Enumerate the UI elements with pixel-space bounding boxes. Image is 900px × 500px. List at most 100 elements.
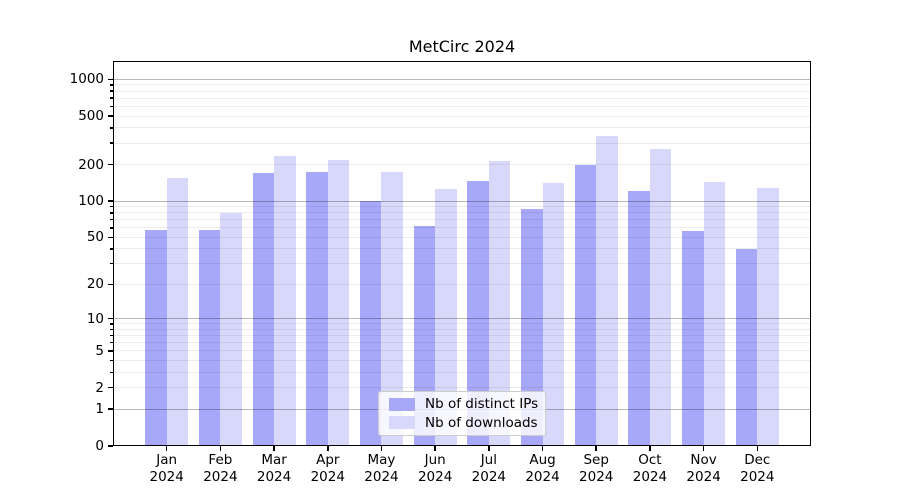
- bar-downloads-3: [274, 156, 296, 446]
- legend-item-downloads: Nb of downloads: [389, 414, 538, 431]
- legend-label-downloads: Nb of downloads: [425, 414, 538, 431]
- x-tick-3: [273, 446, 275, 451]
- gridline-minor-4: [114, 360, 810, 362]
- bar-distinct-ips-5: [359, 201, 382, 446]
- x-tick-label-3: Mar 2024: [256, 452, 292, 485]
- bar-downloads-12: [757, 188, 779, 446]
- y-minor-tick-4: [110, 359, 113, 362]
- bar-distinct-ips-11: [682, 231, 704, 446]
- x-tick-label-10: Oct 2024: [632, 452, 668, 485]
- y-minor-tick-700: [110, 97, 113, 99]
- y-tick-50: [108, 236, 113, 239]
- bar-downloads-6: [435, 189, 457, 446]
- gridline-minor-700: [114, 97, 810, 99]
- x-tick-label-9: Sep 2024: [579, 452, 614, 485]
- bar-distinct-ips-4: [306, 171, 328, 446]
- gridline-minor-20: [114, 283, 810, 285]
- chart-title: MetCirc 2024: [408, 37, 516, 56]
- y-tick-0: [108, 445, 113, 447]
- bar-distinct-ips-2: [198, 229, 221, 446]
- y-minor-tick-6: [110, 341, 113, 344]
- legend: Nb of distinct IPs Nb of downloads: [378, 391, 546, 436]
- y-minor-tick-40: [110, 248, 113, 250]
- y-tick-20: [108, 283, 113, 286]
- bar-downloads-1: [166, 178, 189, 446]
- gridline-minor-70: [114, 219, 810, 221]
- gridline-minor-200: [114, 164, 810, 165]
- y-tick-label-200: 200: [78, 156, 104, 173]
- x-tick-4: [327, 446, 329, 451]
- gridline-minor-8: [114, 328, 810, 330]
- bar-distinct-ips-8: [521, 208, 543, 446]
- y-tick-5: [108, 350, 113, 352]
- bar-distinct-ips-3: [252, 173, 275, 446]
- y-minor-tick-3: [110, 371, 113, 374]
- x-tick-label-12: Dec 2024: [740, 452, 775, 485]
- y-tick-100: [108, 200, 113, 202]
- x-tick-label-6: Jun 2024: [417, 452, 453, 485]
- y-minor-tick-90: [110, 205, 113, 208]
- bar-downloads-8: [542, 182, 564, 446]
- y-tick-2: [108, 386, 113, 389]
- gridline-minor-60: [114, 227, 810, 229]
- y-minor-tick-7: [110, 334, 113, 337]
- y-minor-tick-8: [110, 328, 113, 331]
- gridline-major-100: [114, 200, 810, 202]
- y-minor-tick-30: [110, 262, 113, 265]
- bar-distinct-ips-7: [467, 180, 489, 446]
- y-tick-10: [108, 317, 113, 320]
- y-minor-tick-800: [110, 90, 113, 92]
- gridline-minor-600: [114, 105, 810, 107]
- y-tick-label-5: 5: [95, 342, 104, 359]
- x-tick-1: [165, 446, 168, 451]
- bar-distinct-ips-1: [145, 229, 167, 446]
- y-minor-tick-9: [110, 323, 113, 325]
- gridline-minor-900: [114, 84, 810, 86]
- bar-distinct-ips-10: [628, 190, 650, 446]
- gridline-minor-30: [114, 263, 810, 265]
- gridline-minor-9: [114, 323, 810, 325]
- y-tick-label-2: 2: [95, 379, 104, 396]
- y-tick-label-20: 20: [86, 276, 104, 293]
- bar-distinct-ips-12: [735, 248, 758, 446]
- legend-swatch-downloads: [389, 416, 415, 430]
- x-tick-label-4: Apr 2024: [310, 452, 345, 485]
- bar-downloads-7: [488, 161, 511, 446]
- gridline-minor-2: [114, 387, 810, 389]
- y-minor-tick-300: [110, 142, 113, 144]
- x-tick-label-11: Nov 2024: [686, 452, 721, 485]
- y-minor-tick-60: [110, 227, 113, 229]
- y-tick-500: [108, 115, 113, 117]
- y-tick-1: [108, 408, 113, 410]
- gridline-minor-300: [114, 142, 810, 144]
- x-tick-label-8: Aug 2024: [525, 452, 560, 485]
- x-tick-label-1: Jan 2024: [149, 452, 184, 485]
- legend-item-distinct-ips: Nb of distinct IPs: [389, 396, 539, 413]
- x-tick-9: [595, 446, 597, 451]
- x-tick-label-2: Feb 2024: [203, 452, 238, 485]
- legend-swatch-distinct-ips: [389, 397, 415, 411]
- gridline-major-10: [114, 318, 810, 320]
- gridline-major-1000: [114, 78, 810, 80]
- bar-downloads-10: [649, 148, 672, 446]
- y-minor-tick-70: [110, 218, 113, 221]
- x-tick-5: [380, 446, 383, 451]
- gridline-minor-7: [114, 335, 810, 337]
- x-tick-8: [541, 446, 544, 451]
- gridline-minor-400: [114, 127, 810, 129]
- x-tick-10: [649, 446, 651, 451]
- legend-label-distinct-ips: Nb of distinct IPs: [425, 396, 539, 413]
- y-minor-tick-900: [110, 84, 113, 86]
- bar-distinct-ips-9: [574, 165, 597, 446]
- plot-border: [113, 61, 811, 446]
- y-minor-tick-80: [110, 212, 113, 214]
- y-minor-tick-400: [110, 127, 113, 129]
- y-tick-label-500: 500: [78, 108, 104, 125]
- y-tick-label-10: 10: [86, 310, 104, 327]
- bar-downloads-11: [703, 181, 726, 446]
- gridline-minor-5: [114, 350, 810, 352]
- y-tick-200: [108, 163, 113, 166]
- x-tick-2: [219, 446, 222, 451]
- y-tick-label-0: 0: [95, 438, 104, 454]
